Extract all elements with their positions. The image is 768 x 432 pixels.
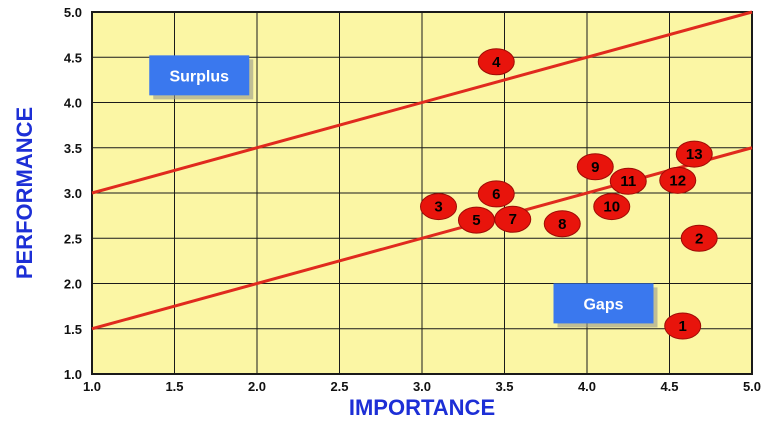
point-label: 6: [492, 186, 500, 203]
data-point-4: 4: [477, 48, 515, 76]
point-label: 2: [695, 230, 703, 247]
x-axis-title: IMPORTANCE: [349, 395, 495, 420]
data-point-11: 11: [609, 167, 647, 195]
x-tick-label: 4.0: [578, 379, 596, 394]
data-point-9: 9: [576, 153, 614, 181]
annotation-rect: [149, 55, 250, 96]
x-tick-label: 5.0: [743, 379, 761, 394]
point-label: 5: [472, 212, 480, 229]
data-point-7: 7: [494, 205, 532, 233]
data-point-12: 12: [659, 166, 697, 194]
point-label: 12: [669, 172, 686, 189]
y-axis-title: PERFORMANCE: [12, 107, 37, 279]
point-marker: [675, 140, 713, 168]
data-point-8: 8: [543, 210, 581, 238]
point-marker: [576, 153, 614, 181]
point-label: 13: [686, 146, 703, 163]
point-label: 1: [679, 318, 687, 335]
data-point-1: 1: [664, 312, 702, 340]
annotation-label: Surplus: [169, 68, 229, 85]
y-tick-label: 5.0: [64, 5, 82, 20]
point-marker: [477, 48, 515, 76]
reference-line: [91, 10, 753, 195]
y-tick-label: 3.0: [64, 186, 82, 201]
point-marker: [609, 167, 647, 195]
point-label: 10: [603, 199, 620, 216]
point-marker: [593, 193, 631, 221]
annotations: Surplus Gaps: [149, 55, 658, 328]
point-marker: [680, 224, 718, 252]
x-tick-label: 1.5: [165, 379, 183, 394]
annotation-box: Gaps: [553, 283, 658, 328]
x-tick-label: 3.5: [495, 379, 513, 394]
point-label: 9: [591, 159, 599, 176]
y-tick-label: 3.5: [64, 141, 82, 156]
y-tick-labels: 1.0 1.5 2.0 2.5 3.0 3.5 4.0 4.5 5.0: [64, 5, 82, 382]
data-point-2: 2: [680, 224, 718, 252]
y-tick-label: 4.0: [64, 96, 82, 111]
x-tick-label: 1.0: [83, 379, 101, 394]
point-marker: [477, 180, 515, 208]
point-label: 8: [558, 216, 566, 233]
data-point-5: 5: [457, 206, 495, 234]
data-point-6: 6: [477, 180, 515, 208]
annotation-label: Gaps: [583, 296, 623, 313]
point-marker: [664, 312, 702, 340]
annotation-box: Surplus: [149, 55, 254, 100]
point-marker: [494, 205, 532, 233]
point-label: 3: [434, 199, 442, 216]
y-tick-label: 2.5: [64, 231, 82, 246]
point-label: 7: [509, 211, 517, 228]
point-marker: [543, 210, 581, 238]
data-point-13: 13: [675, 140, 713, 168]
point-label: 4: [492, 54, 501, 71]
y-tick-label: 4.5: [64, 50, 82, 65]
annotation-rect: [553, 283, 654, 324]
data-point-10: 10: [593, 193, 631, 221]
y-tick-label: 2.0: [64, 277, 82, 292]
point-label: 11: [620, 173, 636, 190]
y-tick-label: 1.0: [64, 367, 82, 382]
x-tick-label: 4.5: [660, 379, 678, 394]
x-tick-label: 2.5: [330, 379, 348, 394]
x-tick-labels: 1.0 1.5 2.0 2.5 3.0 3.5 4.0 4.5 5.0: [83, 379, 761, 394]
x-tick-label: 2.0: [248, 379, 266, 394]
y-tick-label: 1.5: [64, 322, 82, 337]
point-marker: [420, 193, 457, 221]
data-point-3: 3: [420, 193, 457, 221]
point-marker: [659, 166, 697, 194]
x-tick-label: 3.0: [413, 379, 431, 394]
